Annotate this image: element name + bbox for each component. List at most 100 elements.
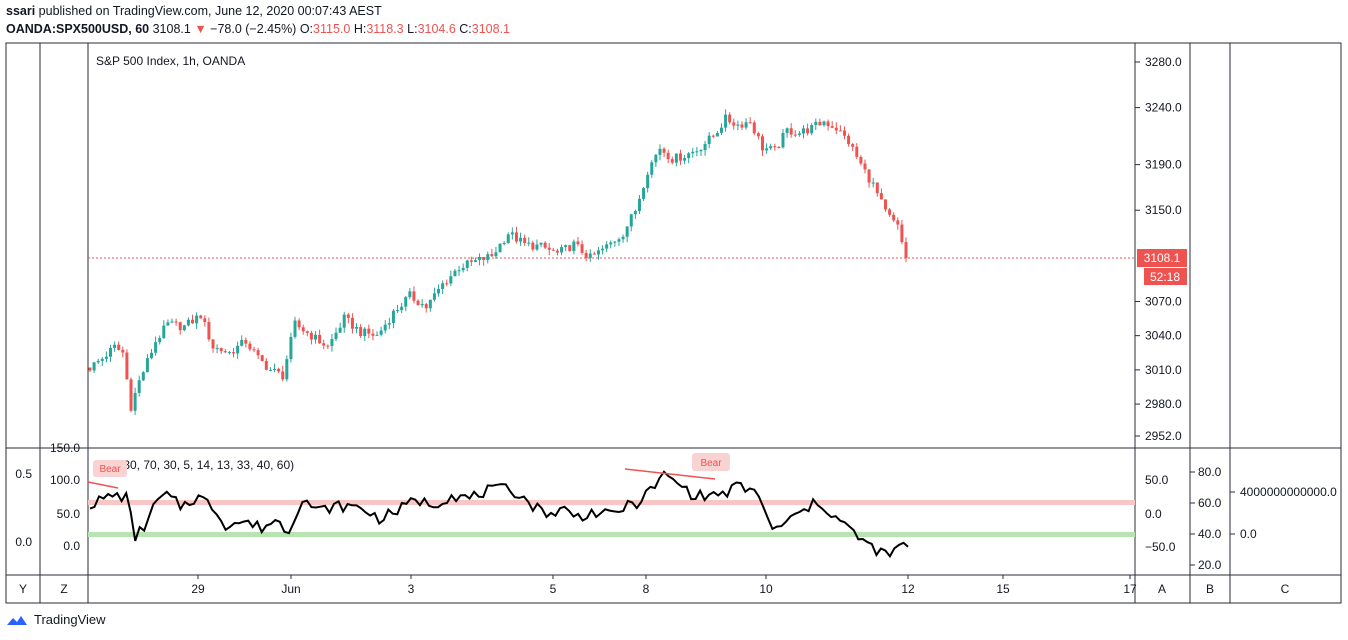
candle-body [851, 144, 855, 147]
candle-body [133, 392, 137, 411]
candle-body [359, 326, 363, 337]
candle-body [416, 300, 420, 306]
candle-body [842, 130, 846, 136]
time-axis[interactable]: 29 Jun 3 5 8 10 12 15 17 [191, 575, 1137, 596]
price-tick-label: 3040.0 [1145, 329, 1182, 343]
countdown-box [1144, 268, 1187, 286]
candle-body [621, 236, 625, 240]
time-tick-label: 3 [408, 582, 415, 596]
rsi-pane[interactable]: RSI (30, 70, 30, 5, 14, 13, 33, 40, 60) … [15, 441, 1337, 572]
candle-body [260, 355, 264, 361]
candle-body [662, 148, 666, 153]
axis-y-button[interactable]: Y [19, 582, 27, 596]
candle-body [576, 241, 580, 245]
candle-body [514, 232, 518, 242]
candle-body [826, 121, 830, 127]
candle-body [166, 322, 170, 326]
axis-c-button[interactable]: C [1281, 582, 1290, 596]
candle-body [510, 232, 514, 235]
candle-body [256, 350, 260, 356]
candle-body [892, 214, 896, 221]
candle-body [670, 159, 674, 163]
price-axis[interactable]: 3280.0 3240.0 3190.0 3150.0 3070.0 3040.0 3010… [1135, 55, 1182, 443]
rsi-right-tick-c: 0.0 [1240, 527, 1257, 541]
candle-body [769, 146, 773, 149]
candle-body [186, 319, 190, 326]
bear-label-box-1 [93, 460, 127, 477]
candle-body [207, 322, 211, 340]
rsi-right-tick-a: 50.0 [1145, 473, 1169, 487]
candle-body [777, 147, 781, 149]
candle-body [560, 247, 564, 253]
candle-body [457, 270, 461, 272]
symbol-legend: OANDA:SPX500USD, 60 3108.1 ▼ −78.0 (−2.4… [6, 22, 510, 36]
price-pane[interactable]: S&P 500 Index, 1h, OANDA 3280.0 3240.0 319… [88, 54, 1187, 443]
candle-body [674, 153, 678, 163]
close-label: C: [459, 22, 472, 36]
candle-body [555, 250, 559, 253]
rsi-outer-left-tick: 0.0 [15, 535, 32, 549]
candle-body [629, 214, 633, 227]
candle-body [539, 242, 543, 245]
candle-body [875, 182, 879, 194]
candle-body [695, 151, 699, 153]
rsi-inner-left-tick: 0.0 [63, 539, 80, 553]
candle-body [125, 352, 129, 380]
candle-body [888, 209, 892, 215]
axis-z-button[interactable]: Z [60, 582, 67, 596]
candle-body [293, 320, 297, 337]
axis-b-button[interactable]: B [1206, 582, 1214, 596]
symbol-name[interactable]: OANDA:SPX500USD, 60 [6, 22, 150, 36]
price-tick-label: 3150.0 [1145, 203, 1182, 217]
candle-body [203, 318, 207, 323]
candle-body [691, 151, 695, 154]
candle-body [658, 148, 662, 155]
bear-label-box-2 [692, 453, 730, 471]
candle-body [711, 135, 715, 137]
brand[interactable]: TradingView [6, 612, 106, 627]
rsi-right-tick-b: 60.0 [1198, 496, 1222, 510]
candle-body [871, 182, 875, 184]
candle-body [273, 368, 277, 370]
candle-body [801, 128, 805, 134]
candle-body [182, 325, 186, 331]
candle-body [338, 327, 342, 333]
axis-a-button[interactable]: A [1158, 582, 1166, 596]
open-value: 3115.0 [313, 22, 351, 36]
candle-body [715, 132, 719, 137]
candle-body [158, 338, 162, 343]
candle-body [810, 125, 814, 134]
publisher-name[interactable]: ssari [6, 4, 36, 18]
down-arrow-icon: ▼ [194, 22, 207, 36]
candle-body [396, 310, 400, 312]
candle-body [375, 334, 379, 336]
candle-body [883, 199, 887, 210]
candle-body [227, 352, 231, 354]
time-tick-label: 8 [643, 582, 650, 596]
candle-body [572, 241, 576, 252]
candle-body [445, 283, 449, 285]
candle-body [113, 344, 117, 348]
chart-title: S&P 500 Index, 1h, OANDA [96, 54, 245, 68]
candle-body [244, 340, 248, 344]
candle-body [683, 158, 687, 161]
candle-body [109, 347, 113, 357]
bear-label-2: Bear [700, 458, 722, 469]
countdown-label: 52:18 [1150, 270, 1180, 284]
candle-body [642, 188, 646, 199]
candle-body [449, 276, 453, 284]
low-label: L: [407, 22, 418, 36]
candle-body [756, 133, 760, 137]
candle-body [748, 122, 752, 124]
candle-body [728, 114, 732, 123]
candle-body [482, 256, 486, 261]
candle-body [637, 198, 641, 212]
chart-area[interactable]: S&P 500 Index, 1h, OANDA 3280.0 3240.0 319… [0, 0, 1348, 610]
price-tick-label: 3190.0 [1145, 158, 1182, 172]
candle-body [297, 320, 301, 328]
candle-body [240, 340, 244, 346]
candle-body [215, 347, 219, 349]
candle-body [867, 169, 871, 183]
rsi-inner-left-tick: 150.0 [50, 441, 80, 455]
last-price: 3108.1 [152, 22, 191, 36]
